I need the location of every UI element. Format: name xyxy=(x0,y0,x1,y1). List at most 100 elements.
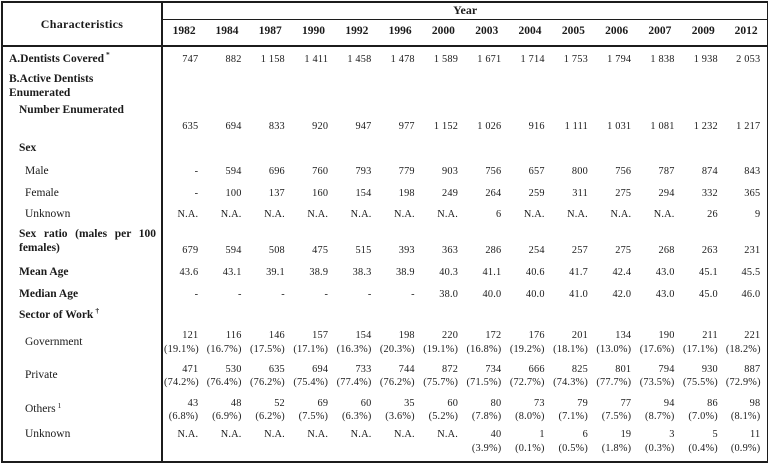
cell-number-enumerated-2003: 1 026 xyxy=(477,120,502,132)
cell-mean-age-2004: 40.6 xyxy=(525,266,545,278)
year-header-2007: 2007 xyxy=(638,19,682,47)
cell-sector-unknown-1984: N.A. xyxy=(220,429,242,441)
row-label-female: Female xyxy=(2,183,163,206)
cell-sex-1992 xyxy=(335,137,378,161)
year-group-header: Year xyxy=(162,2,768,20)
row-label-active-dentists-enumerated: B.Active Dentists Enumerated xyxy=(2,72,163,102)
cell-sex-ratio-2007: 268 xyxy=(658,244,675,256)
cell-female-2004: 259 xyxy=(528,188,545,200)
cell-median-age-2005: 41.0 xyxy=(569,288,588,300)
cell-sector-unknown-2003: 40 (3.9%) xyxy=(471,429,502,454)
cell-active-dentists-enumerated-1996 xyxy=(378,72,421,101)
cell-government-2012: 221 (18.2%) xyxy=(725,330,761,355)
cell-sector-of-work-1990 xyxy=(292,305,335,326)
cell-number-enumerated-2004: 916 xyxy=(528,120,545,132)
cell-active-dentists-enumerated-2012 xyxy=(725,72,768,101)
cell-male-2004: 657 xyxy=(528,166,545,178)
cell-dentists-covered-2007: 1 838 xyxy=(650,53,675,65)
row-label-sex: Sex xyxy=(2,137,163,162)
cell-others-2009: 86 (7.0%) xyxy=(688,397,718,423)
cell-female-1984: 100 xyxy=(225,188,242,200)
cell-mean-age-2009: 45.1 xyxy=(699,266,718,278)
cell-sector-of-work-1987 xyxy=(249,305,292,326)
cell-sex-ratio-1984: 594 xyxy=(225,244,242,256)
row-label-private: Private xyxy=(2,359,163,394)
cell-active-dentists-enumerated-2000 xyxy=(422,72,465,101)
row-label-text: Median Age xyxy=(19,287,79,300)
row-label-text: Number Enumerated xyxy=(19,104,124,117)
cell-sex-2006 xyxy=(595,137,638,161)
cell-number-enumerated-1982: 635 xyxy=(182,120,199,132)
cell-government-2005: 201 (18.1%) xyxy=(553,330,588,355)
cell-sex-2009 xyxy=(682,137,725,161)
cell-sector-unknown-1996: N.A. xyxy=(393,429,415,441)
cell-private-2007: 794 (73.5%) xyxy=(639,363,675,389)
cell-median-age-2006: 42.0 xyxy=(612,288,632,300)
cell-sex-ratio-1996: 393 xyxy=(398,244,415,256)
cell-sector-unknown-2009: 5 (0.4%) xyxy=(688,429,718,454)
cell-sector-of-work-1992 xyxy=(335,305,378,326)
cell-mean-age-1990: 38.9 xyxy=(309,266,329,278)
cell-female-1996: 198 xyxy=(398,188,415,200)
cell-sector-of-work-2004 xyxy=(508,305,551,326)
cell-sex-2004 xyxy=(508,137,551,161)
row-label-dentists-covered: A.Dentists Covered * xyxy=(2,46,163,72)
cell-sex-unknown-1992: N.A. xyxy=(350,209,372,221)
year-header-1987: 1987 xyxy=(248,19,292,47)
cell-government-2007: 190 (17.6%) xyxy=(639,330,675,355)
cell-female-2005: 311 xyxy=(572,188,588,200)
cell-male-1992: 793 xyxy=(355,166,372,178)
cell-active-dentists-enumerated-1992 xyxy=(335,72,378,101)
cell-mean-age-1987: 39.1 xyxy=(266,266,285,278)
cell-dentists-covered-1992: 1 458 xyxy=(347,53,372,65)
cell-male-1984: 594 xyxy=(225,166,242,178)
cell-sector-unknown-1982: N.A. xyxy=(177,429,199,441)
cell-sex-unknown-2000: N.A. xyxy=(437,209,459,221)
cell-active-dentists-enumerated-2006 xyxy=(595,72,638,101)
cell-median-age-1987: - xyxy=(281,288,285,300)
cell-sex-ratio-2004: 254 xyxy=(528,244,545,256)
cell-government-1984: 116 (16.7%) xyxy=(206,330,242,355)
year-header-2004: 2004 xyxy=(508,19,552,47)
cell-sex-unknown-2007: N.A. xyxy=(653,209,675,221)
cell-median-age-2007: 43.0 xyxy=(655,288,675,300)
cell-government-1992: 154 (16.3%) xyxy=(336,330,372,355)
year-header-1982: 1982 xyxy=(162,19,206,47)
cell-private-2004: 666 (72.7%) xyxy=(509,363,545,389)
cell-others-1987: 52 (6.2%) xyxy=(255,397,285,423)
cell-private-2005: 825 (74.3%) xyxy=(553,363,588,389)
row-label-number-enumerated: Number Enumerated xyxy=(2,101,163,138)
cell-female-2009: 332 xyxy=(701,188,718,200)
cell-private-2009: 930 (75.5%) xyxy=(683,363,718,389)
row-label-text: Unknown xyxy=(25,428,71,441)
row-label-text: Sector of Work xyxy=(19,308,94,321)
cell-others-2012: 98 (8.1%) xyxy=(730,397,761,423)
cell-female-1992: 154 xyxy=(355,188,372,200)
cell-others-1984: 48 (6.9%) xyxy=(212,397,242,423)
cell-female-2003: 264 xyxy=(485,188,502,200)
cell-sex-ratio-2005: 257 xyxy=(571,244,588,256)
cell-private-1992: 733 (77.4%) xyxy=(336,363,372,389)
cell-mean-age-2003: 41.1 xyxy=(482,266,502,278)
cell-sex-ratio-1982: 679 xyxy=(182,244,199,256)
cell-male-2007: 787 xyxy=(658,166,675,178)
cell-government-2003: 172 (16.8%) xyxy=(466,330,502,355)
cell-government-1982: 121 (19.1%) xyxy=(164,330,199,355)
cell-government-1987: 146 (17.5%) xyxy=(250,330,285,355)
cell-private-2003: 734 (71.5%) xyxy=(466,363,502,389)
cell-sector-unknown-2004: 1 (0.1%) xyxy=(515,429,545,454)
cell-sex-ratio-2006: 275 xyxy=(615,244,632,256)
cell-sex-ratio-2003: 286 xyxy=(485,244,502,256)
row-label-text: Female xyxy=(25,187,59,200)
cell-sector-unknown-2012: 11 (0.9%) xyxy=(730,429,761,454)
cell-dentists-covered-2000: 1 589 xyxy=(433,53,459,65)
cell-mean-age-2000: 40.3 xyxy=(439,266,459,278)
cell-male-2003: 756 xyxy=(485,166,502,178)
cell-active-dentists-enumerated-2007 xyxy=(638,72,681,101)
cell-others-1990: 69 (7.5%) xyxy=(298,397,329,423)
cell-male-1987: 696 xyxy=(268,166,285,178)
cell-female-1990: 160 xyxy=(312,188,329,200)
cell-government-1996: 198 (20.3%) xyxy=(379,330,415,355)
cell-sex-unknown-1987: N.A. xyxy=(264,209,285,221)
